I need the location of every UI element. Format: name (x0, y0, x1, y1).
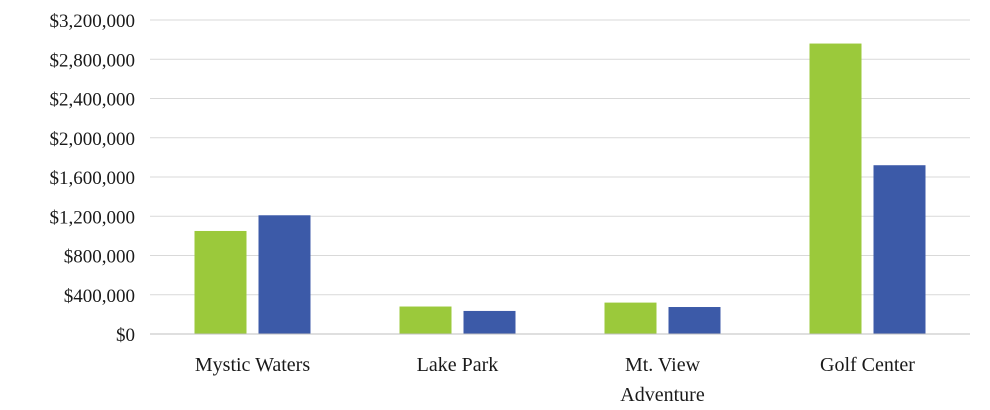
y-tick-label: $400,000 (64, 286, 135, 307)
bars (194, 43, 926, 335)
y-tick-label: $0 (116, 325, 135, 346)
y-axis-tick-labels: $0 $400,000 $800,000 $1,200,000 $1,600,000 $2… (50, 11, 136, 346)
bar (604, 302, 657, 334)
x-axis-category-labels: Mystic Waters Lake Park Mt. View Adventure G… (195, 354, 915, 406)
y-tick-label: $1,200,000 (50, 207, 136, 228)
bar (809, 43, 862, 335)
x-category-label: Mt. View (625, 354, 701, 376)
bar (194, 230, 247, 334)
y-tick-label: $3,200,000 (50, 11, 136, 32)
bar (258, 215, 311, 334)
y-tick-label: $2,000,000 (50, 129, 136, 150)
y-tick-label: $2,800,000 (50, 50, 136, 71)
bar (668, 307, 721, 334)
bar (463, 310, 516, 334)
x-category-label: Mystic Waters (195, 354, 310, 376)
y-tick-label: $1,600,000 (50, 168, 136, 189)
x-category-label: Lake Park (417, 354, 499, 376)
x-category-label: Golf Center (820, 354, 915, 376)
y-tick-label: $800,000 (64, 247, 135, 268)
y-tick-label: $2,400,000 (50, 90, 136, 111)
bar (399, 306, 452, 334)
bar (873, 165, 926, 334)
x-category-label: Adventure (620, 384, 705, 406)
